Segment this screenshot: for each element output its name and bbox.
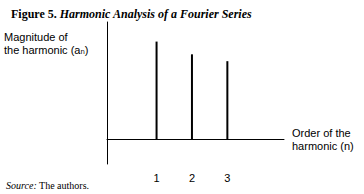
svg-text:Harmonic Analysis of a Fourier: Harmonic Analysis of a Fourier Series bbox=[57, 7, 252, 21]
svg-text:Magnitude of: Magnitude of bbox=[4, 31, 69, 43]
svg-text:3: 3 bbox=[224, 172, 230, 184]
svg-text:Source:: Source: bbox=[6, 180, 37, 191]
svg-text:Figure 5.: Figure 5. bbox=[11, 7, 57, 21]
svg-text:2: 2 bbox=[189, 172, 195, 184]
svg-text:the harmonic (aₙ): the harmonic (aₙ) bbox=[4, 44, 88, 56]
svg-text:The authors.: The authors. bbox=[37, 180, 89, 191]
svg-text:harmonic (n): harmonic (n) bbox=[292, 140, 354, 152]
svg-text:1: 1 bbox=[153, 172, 159, 184]
svg-text:Order of the: Order of the bbox=[292, 127, 351, 139]
